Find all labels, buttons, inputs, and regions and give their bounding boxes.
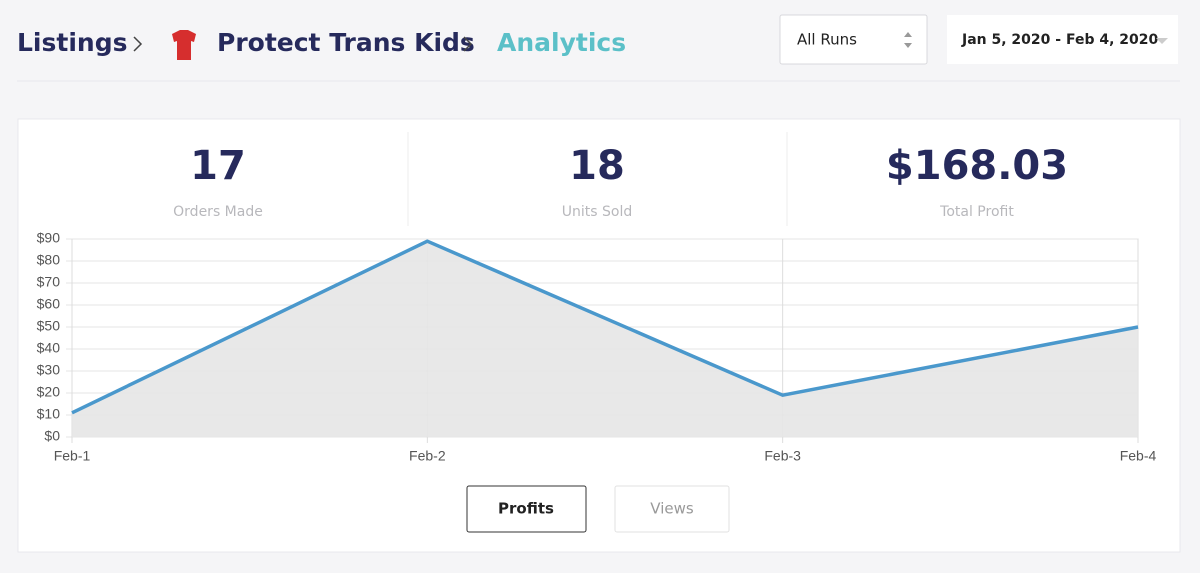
y-tick-label: $50 [37, 318, 61, 334]
area [72, 241, 1138, 437]
tab-views[interactable] [614, 485, 730, 533]
shirt-icon [172, 30, 196, 60]
x-tick-label: Feb-3 [764, 448, 801, 464]
y-tick-label: $20 [37, 384, 61, 400]
tab-views-label: Views [650, 500, 694, 518]
line [71, 239, 1139, 415]
stat-value: 17 [190, 143, 246, 189]
date-arrow [1156, 38, 1168, 44]
y-tick-label: $30 [37, 362, 61, 378]
y-tick-label: $90 [37, 230, 61, 246]
stat-label: Total Profit [939, 204, 1014, 220]
x-tick-label: Feb-1 [54, 448, 91, 464]
chevron [133, 36, 143, 52]
tab-profits[interactable] [466, 485, 587, 533]
chevron [463, 36, 473, 52]
y-tick-label: $80 [37, 252, 61, 268]
select-arrows [904, 32, 912, 48]
x-tick-label: Feb-2 [409, 448, 446, 464]
breadcrumb-current: Analytics [497, 28, 626, 57]
breadcrumb-product[interactable]: Protect Trans Kids [217, 28, 475, 57]
x-tick-label: Feb-4 [1120, 448, 1157, 464]
run-select-text: All Runs [797, 31, 857, 49]
date-picker[interactable] [947, 15, 1178, 64]
y-tick-label: $70 [37, 274, 61, 290]
tab-profits-label: Profits [498, 500, 554, 518]
stat-label: Units Sold [562, 204, 632, 220]
y-tick-label: $60 [37, 296, 61, 312]
run-select[interactable] [779, 14, 928, 65]
y-tick-label: $0 [44, 428, 60, 444]
y-tick-label: $40 [37, 340, 61, 356]
y-tick-label: $10 [37, 406, 61, 422]
stat-label: Orders Made [173, 204, 263, 220]
date-range: Jan 5, 2020 - Feb 4, 2020 [961, 32, 1158, 48]
breadcrumb-listings[interactable]: Listings [17, 28, 127, 57]
stat-value: $168.03 [886, 143, 1068, 189]
stat-value: 18 [569, 143, 625, 189]
